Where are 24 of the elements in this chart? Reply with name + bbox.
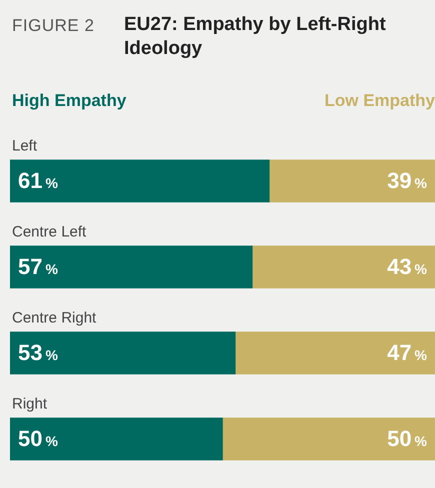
bar bbox=[268, 160, 435, 202]
bar bbox=[10, 246, 253, 288]
text: High Empathy bbox=[12, 91, 126, 111]
bar bbox=[234, 332, 435, 374]
data-label: 47% bbox=[387, 340, 428, 366]
data-label: 43% bbox=[387, 254, 428, 280]
y-tick-label: Right bbox=[12, 396, 48, 413]
chart-title: EU27: Empathy by Left-Right Ideology bbox=[124, 13, 387, 61]
y-tick-label: Left bbox=[12, 138, 38, 155]
data-label: 39% bbox=[387, 168, 428, 194]
data-label: 57% bbox=[18, 254, 58, 280]
bar bbox=[252, 246, 435, 288]
bar bbox=[10, 418, 223, 460]
data-label: 50% bbox=[18, 426, 58, 452]
text: Low Empathy bbox=[324, 91, 435, 111]
data-label: 50% bbox=[387, 426, 428, 452]
y-tick-label: Centre Left bbox=[12, 224, 88, 241]
y-tick-label: Centre Right bbox=[12, 310, 98, 327]
bar bbox=[10, 332, 236, 374]
bar bbox=[10, 160, 270, 202]
data-label: 53% bbox=[18, 340, 58, 366]
data-label: 61% bbox=[18, 168, 58, 194]
bar bbox=[222, 418, 435, 460]
caption: FIGURE 2 bbox=[12, 16, 96, 37]
